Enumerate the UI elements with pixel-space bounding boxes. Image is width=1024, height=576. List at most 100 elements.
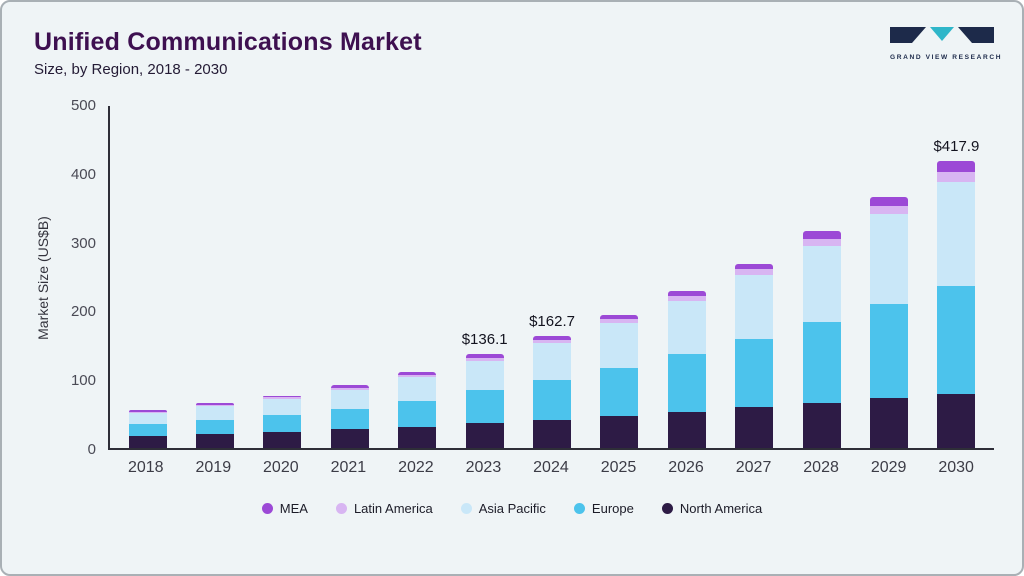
segment-latin-america: [937, 172, 976, 183]
legend-label-asia-pacific: Asia Pacific: [478, 501, 546, 516]
page-subtitle: Size, by Region, 2018 - 2030: [34, 61, 228, 78]
legend-item-north-america: North America: [661, 501, 763, 516]
gvr-logo-text: GRAND VIEW RESEARCH: [890, 54, 1003, 61]
x-tick-2027: 2027: [735, 459, 772, 476]
segment-north-america: [465, 423, 504, 448]
gvr-logo: GRAND VIEW RESEARCH: [890, 26, 1003, 61]
gvr-logo-mark: [890, 27, 994, 43]
segment-asia-pacific: [465, 360, 504, 391]
stacked-bar-chart: Market Size (US$B) 0 100 200 300 400 500 $136…: [30, 97, 994, 516]
segment-latin-america: [802, 238, 841, 247]
legend-dot-latin-america: [335, 503, 347, 514]
segment-latin-america: [533, 339, 572, 344]
segment-asia-pacific: [600, 323, 639, 368]
segment-mea: [600, 315, 639, 320]
legend-label-north-america: North America: [679, 501, 763, 516]
segment-europe: [869, 303, 908, 399]
y-tick-100: 100: [70, 372, 96, 390]
segment-mea: [667, 291, 706, 296]
chart-legend: MEA Latin America Asia Pacific Europe North …: [30, 501, 994, 516]
segment-asia-pacific: [330, 389, 369, 409]
segment-europe: [465, 390, 504, 424]
segment-mea: [465, 354, 504, 358]
header: Unified Communications Market Size, by R…: [30, 18, 1003, 78]
x-tick-2018: 2018: [127, 459, 164, 476]
value-label-2023: $136.1: [461, 331, 508, 349]
page-title: Unified Communications Market: [34, 28, 422, 56]
segment-north-america: [263, 432, 302, 448]
segment-europe: [600, 367, 639, 417]
y-axis-label-cell: Market Size (US$B): [30, 106, 56, 450]
bar-column-2021: [316, 106, 383, 448]
segment-asia-pacific: [533, 343, 572, 380]
segment-europe: [128, 423, 167, 436]
x-tick-2026: 2026: [668, 459, 704, 476]
x-tick-2025: 2025: [600, 459, 637, 476]
x-tick-2023: 2023: [465, 459, 502, 476]
y-tick-0: 0: [87, 441, 96, 458]
stacked-bar-2018: [128, 410, 167, 448]
segment-mea: [398, 372, 437, 375]
stacked-bar-2024: [533, 336, 572, 448]
segment-north-america: [735, 406, 774, 448]
segment-north-america: [869, 398, 908, 448]
y-tick-200: 200: [70, 303, 96, 321]
segment-europe: [667, 354, 706, 413]
y-tick-300: 300: [70, 234, 96, 252]
segment-north-america: [667, 412, 706, 448]
plot-area: $136.1 $162.7 $417.9: [108, 106, 994, 450]
y-tick-400: 400: [70, 165, 96, 183]
stacked-bar-2029: [869, 196, 908, 448]
segment-latin-america: [128, 411, 167, 413]
segment-north-america: [196, 434, 235, 448]
x-tick-2021: 2021: [330, 459, 367, 476]
x-tick-2029: 2029: [870, 459, 907, 476]
bar-column-2025: [586, 106, 653, 448]
segment-north-america: [398, 426, 437, 448]
segment-asia-pacific: [398, 377, 437, 402]
segment-asia-pacific: [263, 399, 302, 415]
y-axis-label: Market Size (US$B): [35, 216, 51, 340]
segment-asia-pacific: [937, 182, 976, 286]
legend-dot-north-america: [661, 503, 673, 514]
value-label-2030: $417.9: [933, 137, 980, 155]
bar-column-2022: [384, 106, 451, 448]
title-block: Unified Communications Market Size, by R…: [30, 18, 422, 78]
x-tick-2019: 2019: [195, 459, 232, 476]
segment-north-america: [600, 416, 639, 448]
segment-latin-america: [869, 205, 908, 215]
bar-column-2023: $136.1: [451, 106, 518, 448]
bar-column-2029: [855, 106, 922, 448]
legend-label-europe: Europe: [591, 501, 634, 516]
legend-label-mea: MEA: [279, 501, 308, 516]
segment-north-america: [802, 403, 841, 448]
segment-mea: [802, 231, 841, 239]
legend-dot-mea: [261, 503, 273, 514]
bar-column-2018: [114, 106, 181, 448]
segment-asia-pacific: [128, 412, 167, 424]
segment-asia-pacific: [667, 300, 706, 355]
segment-europe: [735, 339, 774, 407]
stacked-bar-2023: [465, 354, 504, 448]
segment-europe: [330, 408, 369, 430]
segment-mea: [869, 196, 908, 206]
stacked-bar-2021: [330, 385, 369, 448]
legend-dot-europe: [573, 503, 585, 514]
segment-europe: [398, 401, 437, 427]
x-tick-2022: 2022: [398, 459, 434, 476]
segment-latin-america: [263, 397, 302, 400]
segment-europe: [196, 419, 235, 435]
segment-mea: [196, 403, 235, 405]
segment-mea: [128, 410, 167, 412]
segment-latin-america: [465, 357, 504, 361]
bar-column-2030: $417.9: [923, 106, 990, 448]
stacked-bar-2020: [263, 395, 302, 448]
segment-mea: [937, 160, 976, 173]
segment-latin-america: [667, 295, 706, 301]
x-tick-2030: 2030: [938, 459, 974, 476]
x-axis-labels: 2018 2019 2020 2021 2022 2023 2024 2025 2026 2027…: [108, 450, 994, 477]
stacked-bar-2028: [802, 231, 841, 448]
y-axis-ticks: 0 100 200 300 400 500: [56, 97, 108, 458]
bar-column-2028: [788, 106, 855, 448]
